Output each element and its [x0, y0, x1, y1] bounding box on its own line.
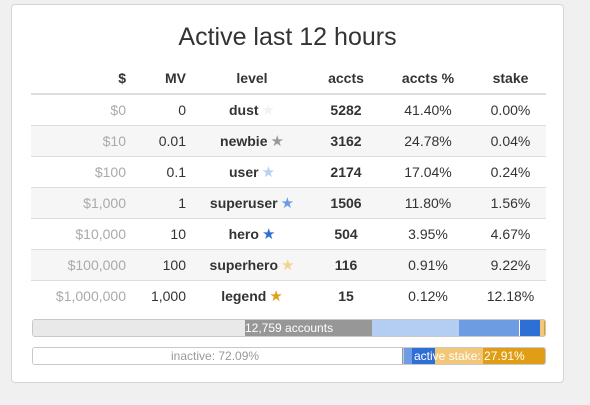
accts-cell: 5282 — [330, 102, 362, 118]
table-row: $100,000 100 superhero ★ 116 0.91% 9.22% — [31, 249, 546, 281]
mv-cell: 1 — [133, 187, 193, 219]
stake-distribution-bar: inactive: 72.09% active stake: 27.91% — [32, 347, 546, 365]
level-cell: newbie ★ — [193, 125, 311, 157]
accounts-total-label: 12,759 accounts — [245, 321, 334, 335]
bar-segment-superuser — [459, 320, 520, 336]
accts-cell: 504 — [311, 218, 381, 250]
table-row: $10 0.01 newbie ★ 3162 24.78% 0.04% — [31, 125, 546, 157]
level-name: dust — [228, 102, 259, 118]
stake-cell: 12.18% — [475, 280, 546, 311]
column-header-mv: MV — [133, 63, 193, 95]
level-name: hero — [228, 226, 259, 242]
table-row: $1,000 1 superuser ★ 1506 11.80% 1.56% — [31, 187, 546, 219]
stake-cell: 9.22% — [475, 249, 546, 281]
level-cell: superhero ★ — [193, 249, 311, 281]
column-header-accts-pct: accts % — [381, 63, 475, 95]
stake-cell: 0.04% — [475, 125, 546, 157]
stake-cell: 0.24% — [475, 156, 546, 188]
bar-segment-superuser — [403, 348, 412, 364]
column-header-accts: accts — [311, 63, 381, 95]
table-row: $100 0.1 user ★ 2174 17.04% 0.24% — [31, 156, 546, 188]
mv-cell: 1,000 — [133, 280, 193, 311]
level-cell: hero ★ — [193, 218, 311, 250]
bar-segment-hero — [411, 348, 436, 364]
level-cell: legend ★ — [193, 280, 311, 311]
column-header-usd: $ — [31, 63, 133, 95]
mv-cell: 10 — [133, 218, 193, 250]
bar-segment-superhero — [539, 320, 545, 336]
bar-segment-hero — [519, 320, 540, 336]
level-name: superhero — [209, 257, 278, 273]
level-name: legend — [221, 288, 267, 304]
accts-pct-cell: 24.78% — [381, 125, 475, 157]
usd-cell: $100 — [31, 156, 133, 188]
bar-segment-dust — [33, 320, 245, 336]
level-cell: user ★ — [193, 156, 311, 188]
usd-cell: $1,000,000 — [31, 280, 133, 311]
stake-cell: 4.67% — [475, 218, 546, 250]
bar-segment-legend — [544, 320, 545, 336]
level-name: superuser — [209, 195, 278, 211]
mv-cell: 100 — [133, 249, 193, 281]
bar-segment-newbie — [244, 320, 372, 336]
active-accounts-panel: Active last 12 hours $ MV level accts ac… — [11, 4, 564, 383]
usd-cell: $100,000 — [31, 249, 133, 281]
usd-cell: $10 — [31, 125, 133, 157]
column-header-level: level — [193, 63, 311, 95]
accts-cell: 3162 — [311, 125, 381, 157]
table-row: $1,000,000 1,000 legend ★ 15 0.12% 12.18% — [31, 280, 546, 311]
table-row: $10,000 10 hero ★ 504 3.95% 4.67% — [31, 218, 546, 250]
bar-segment-inactive — [33, 348, 403, 364]
level-name: newbie — [220, 133, 268, 149]
star-icon: ★ — [261, 164, 276, 181]
level-cell: superuser ★ — [193, 187, 311, 219]
accts-pct-cell: 0.12% — [381, 280, 475, 311]
inactive-stake-label: inactive: 72.09% — [171, 349, 260, 363]
table-row: $0 0 dust ★ 5282 41.40% 0.00% — [31, 94, 546, 126]
star-icon: ★ — [281, 257, 295, 274]
column-header-stake: stake — [475, 63, 546, 95]
accounts-distribution-bar: 12,759 accounts — [32, 319, 546, 337]
table-header-row: $ MV level accts accts % stake — [31, 63, 546, 95]
star-icon: ★ — [261, 102, 275, 119]
accts-pct-cell: 17.04% — [381, 156, 475, 188]
usd-cell: $10,000 — [31, 218, 133, 250]
accts-pct-cell: 11.80% — [381, 187, 475, 219]
accts-cell: 1506 — [311, 187, 381, 219]
bar-segment-user — [402, 348, 404, 364]
active-stake-label: active stake: 27.91% — [414, 349, 525, 363]
accts-cell: 2174 — [311, 156, 381, 188]
accts-cell: 15 — [311, 280, 381, 311]
usd-cell: $0 — [110, 102, 126, 118]
star-icon: ★ — [270, 133, 284, 150]
usd-cell: $1,000 — [31, 187, 133, 219]
accts-pct-cell: 0.91% — [381, 249, 475, 281]
level-name: user — [228, 164, 259, 180]
mv-cell: 0.01 — [133, 125, 193, 157]
mv-cell: 0 — [178, 102, 186, 118]
level-cell: dust ★ — [193, 94, 311, 126]
accts-pct-cell: 41.40% — [404, 102, 452, 118]
mv-cell: 0.1 — [133, 156, 193, 188]
bar-segment-user — [371, 320, 460, 336]
star-icon: ★ — [269, 288, 283, 305]
bar-segment-superhero — [435, 348, 483, 364]
stake-cell: 0.00% — [490, 102, 531, 118]
star-icon: ★ — [261, 226, 276, 243]
accounts-table: $ MV level accts accts % stake $0 0 dust… — [31, 63, 546, 311]
panel-title: Active last 12 hours — [178, 23, 397, 51]
stake-cell: 1.56% — [475, 187, 546, 219]
accts-pct-cell: 3.95% — [381, 218, 475, 250]
accts-cell: 116 — [311, 249, 381, 281]
star-icon: ★ — [280, 195, 295, 212]
bar-segment-legend — [482, 348, 545, 364]
